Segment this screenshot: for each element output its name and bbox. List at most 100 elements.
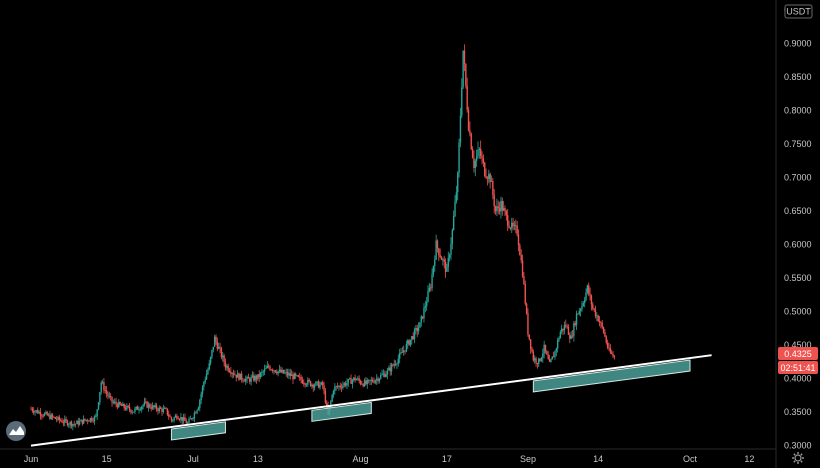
support-zone[interactable] bbox=[532, 359, 691, 393]
candle-body bbox=[446, 266, 448, 272]
last-price-tag: 0.4325 bbox=[778, 347, 818, 360]
y-tick-label: 0.5000 bbox=[784, 307, 812, 317]
candle-body bbox=[590, 295, 593, 305]
candle-body bbox=[569, 334, 571, 339]
candle-body bbox=[398, 353, 401, 359]
candle-body bbox=[447, 257, 449, 267]
candle-body bbox=[100, 382, 102, 393]
candle-body bbox=[592, 304, 594, 309]
candle-body bbox=[477, 150, 479, 157]
candle-body bbox=[582, 303, 585, 306]
candle-body bbox=[138, 409, 140, 411]
candle-body bbox=[181, 417, 183, 421]
candle-body bbox=[136, 406, 139, 410]
candle-body bbox=[613, 356, 616, 358]
candle-body bbox=[323, 385, 325, 392]
candle-body bbox=[218, 346, 220, 349]
candle-body bbox=[525, 303, 528, 314]
candle-body bbox=[53, 416, 55, 418]
candle-body bbox=[300, 377, 302, 381]
x-axis[interactable]: Jun 15 Jul 13 Aug 17 Sep 14 Oct 12 bbox=[24, 454, 755, 464]
y-tick-label: 0.7000 bbox=[784, 173, 812, 183]
candle-body bbox=[213, 336, 216, 347]
tradingview-logo-icon[interactable] bbox=[6, 421, 26, 441]
candle-body bbox=[184, 417, 186, 421]
candle-body bbox=[593, 308, 595, 310]
candle-body bbox=[393, 364, 395, 366]
candle-body bbox=[68, 424, 70, 426]
candle-body bbox=[566, 326, 568, 327]
candle-body bbox=[529, 339, 532, 349]
candle-body bbox=[490, 180, 493, 182]
candle-body bbox=[324, 391, 327, 403]
candle-body bbox=[552, 356, 555, 358]
candle-body bbox=[159, 407, 162, 409]
candle-body bbox=[365, 380, 367, 385]
candle-body bbox=[348, 378, 351, 380]
candle-body bbox=[284, 372, 286, 374]
support-zone[interactable] bbox=[170, 421, 226, 441]
candle-body bbox=[155, 405, 158, 410]
candle-body bbox=[272, 369, 274, 371]
candle-body bbox=[555, 348, 558, 352]
candle-body bbox=[502, 208, 505, 211]
candle-body bbox=[230, 371, 232, 374]
y-tick-label: 0.3500 bbox=[784, 407, 812, 417]
x-tick-label: 17 bbox=[442, 454, 452, 464]
candle-body bbox=[443, 259, 445, 262]
candle-body bbox=[220, 348, 223, 358]
candle-body bbox=[58, 416, 61, 421]
candle-body bbox=[269, 366, 271, 370]
candle-body bbox=[570, 335, 572, 339]
candle-body bbox=[42, 415, 44, 417]
candle-body bbox=[266, 365, 269, 368]
candle-body bbox=[154, 405, 156, 408]
candle-body bbox=[143, 401, 146, 405]
gear-icon[interactable] bbox=[792, 452, 804, 464]
candle-body bbox=[517, 234, 520, 246]
x-tick-label: Sep bbox=[520, 454, 536, 464]
candle-body bbox=[396, 363, 398, 365]
candle-body bbox=[597, 315, 599, 322]
candle-body bbox=[255, 375, 258, 380]
candle-body bbox=[146, 401, 148, 408]
candle-body bbox=[536, 363, 539, 365]
candle-body bbox=[338, 385, 340, 387]
support-zone[interactable] bbox=[311, 401, 372, 422]
candle-body bbox=[567, 326, 570, 335]
candle-body bbox=[282, 369, 285, 374]
candle-body bbox=[141, 406, 143, 410]
candle-body bbox=[498, 207, 501, 212]
candle-body bbox=[126, 405, 128, 410]
candle-body bbox=[54, 417, 57, 419]
candle-body bbox=[219, 346, 221, 349]
y-axis[interactable]: 0.3000 0.3500 0.4000 0.4500 0.5000 0.5500 0.60… bbox=[784, 5, 812, 451]
candle-body bbox=[120, 404, 123, 407]
candle-body bbox=[76, 420, 78, 424]
candle-body bbox=[303, 383, 305, 384]
candle-body bbox=[215, 336, 217, 342]
candle-body bbox=[461, 87, 463, 116]
trendline[interactable] bbox=[30, 354, 712, 447]
candle-body bbox=[528, 334, 531, 340]
x-tick-label: Aug bbox=[352, 454, 368, 464]
candle-body bbox=[246, 376, 248, 379]
candle-body bbox=[104, 390, 106, 391]
candle-body bbox=[535, 358, 537, 364]
candle-body bbox=[343, 383, 345, 386]
candle-body bbox=[469, 130, 471, 134]
currency-badge[interactable]: USDT bbox=[784, 4, 813, 19]
candle-body bbox=[408, 340, 410, 346]
candle-body bbox=[455, 192, 458, 202]
candle-body bbox=[111, 396, 113, 403]
candle-body bbox=[299, 376, 301, 378]
candle-body bbox=[347, 379, 350, 383]
candle-body bbox=[262, 371, 264, 373]
candle-body bbox=[384, 373, 386, 377]
candle-body bbox=[109, 395, 112, 397]
candle-body bbox=[166, 408, 169, 415]
candle-body bbox=[33, 410, 35, 413]
candle-body bbox=[124, 407, 127, 410]
candle-body bbox=[438, 248, 440, 256]
